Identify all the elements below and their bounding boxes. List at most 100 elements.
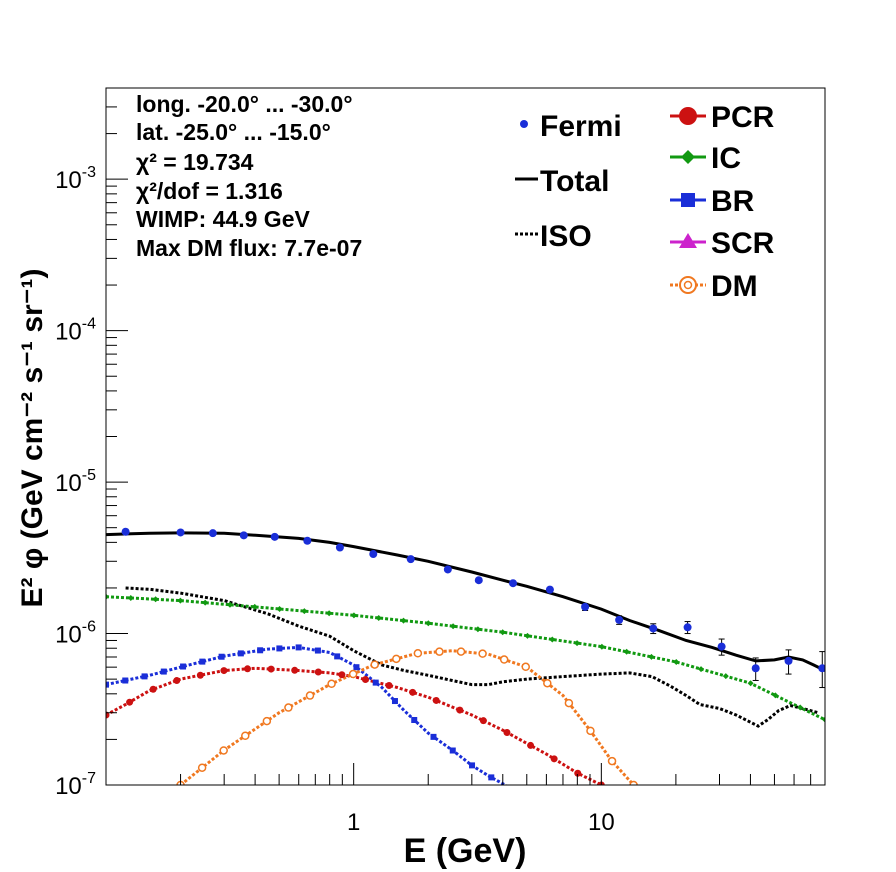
- dm-marker: [413, 649, 423, 658]
- y-tick-label: 10-6: [55, 619, 96, 649]
- ic-marker: [598, 643, 605, 650]
- ic-marker: [648, 653, 655, 660]
- fermi-point: [717, 642, 726, 651]
- dm-marker: [370, 660, 379, 669]
- pcr-marker: [196, 671, 204, 679]
- ic-marker: [698, 666, 705, 673]
- ic-marker: [673, 658, 680, 665]
- pcr-marker: [244, 665, 252, 673]
- pcr-marker: [550, 755, 558, 763]
- br-marker: [180, 663, 187, 670]
- axis-tick-labels: 1 10 10-7 10-6 10-5 10-4 10-3: [55, 164, 615, 836]
- fermi-point: [545, 585, 554, 594]
- dm-marker: [478, 649, 487, 658]
- dm-marker: [219, 746, 228, 755]
- br-marker: [160, 668, 167, 675]
- y-tick-label: 10-4: [55, 316, 96, 346]
- fermi-point: [474, 576, 483, 585]
- legend-pcr-marker: [679, 107, 697, 125]
- pcr-marker: [173, 677, 181, 685]
- ic-marker: [251, 603, 258, 610]
- br-marker: [122, 677, 129, 684]
- info-latitude: lat. -25.0° ... -15.0°: [136, 119, 331, 145]
- pcr-marker: [503, 729, 511, 737]
- y-axis-label: E² φ (GeV cm⁻² s⁻¹ sr⁻¹): [16, 268, 49, 607]
- dm-markers: [176, 647, 638, 785]
- fermi-points: [121, 527, 825, 689]
- dm-marker: [392, 654, 401, 664]
- pcr-marker: [149, 685, 157, 693]
- pcr-marker: [574, 769, 582, 777]
- pcr-marker: [314, 668, 322, 676]
- legend-scr-label: SCR: [711, 227, 775, 260]
- ic-line: [106, 595, 825, 722]
- fermi-point: [176, 528, 185, 537]
- info-box: long. -20.0° ... -30.0° lat. -25.0° ... …: [136, 91, 362, 261]
- dm-marker: [305, 691, 315, 700]
- ic-marker: [499, 629, 506, 636]
- legend-ic-label: IC: [711, 142, 741, 175]
- dm-marker: [241, 731, 250, 740]
- x-axis-label: E (GeV): [404, 832, 527, 870]
- br-marker: [106, 681, 109, 688]
- br-marker: [257, 647, 264, 654]
- legend-scr-marker: [679, 233, 697, 248]
- legend-dm-marker-inner: [683, 280, 693, 290]
- br-marker: [353, 664, 360, 671]
- br-marker: [237, 650, 244, 657]
- ic-marker: [177, 597, 184, 604]
- br-line: [106, 645, 508, 785]
- legend-ic-marker: [681, 150, 695, 164]
- iso-line: [125, 586, 819, 728]
- dm-marker: [197, 763, 207, 772]
- pcr-marker: [385, 681, 393, 689]
- br-marker: [430, 733, 437, 740]
- pcr-marker: [432, 696, 440, 704]
- fermi-point: [509, 579, 518, 588]
- dm-marker: [543, 678, 552, 688]
- ic-marker: [772, 692, 779, 699]
- ic-marker: [524, 632, 531, 639]
- br-marker: [391, 698, 398, 705]
- fermi-point: [581, 602, 590, 611]
- y-tick-label: 10-5: [55, 467, 96, 497]
- dm-marker: [499, 655, 509, 664]
- ic-marker: [797, 704, 804, 711]
- pcr-marker: [338, 671, 346, 679]
- axis-ticks: [105, 87, 826, 786]
- dm-marker: [456, 647, 466, 656]
- br-marker: [295, 644, 302, 651]
- dm-marker: [607, 756, 617, 766]
- dm-marker: [284, 703, 293, 712]
- fermi-point: [649, 624, 658, 633]
- legend-right: PCR IC BR SCR DM: [670, 101, 775, 303]
- pcr-marker: [220, 667, 228, 675]
- ic-marker: [425, 620, 432, 627]
- fermi-point: [615, 615, 624, 624]
- ic-marker: [747, 680, 754, 687]
- dm-marker: [586, 726, 595, 736]
- br-marker: [372, 679, 379, 686]
- ic-marker: [226, 601, 233, 608]
- br-marker: [141, 673, 148, 680]
- fermi-point: [751, 664, 760, 673]
- ic-marker: [106, 593, 109, 600]
- fermi-point: [369, 550, 378, 559]
- y-tick-label: 10-7: [55, 770, 96, 800]
- x-tick-label: 10: [588, 809, 615, 836]
- ic-marker: [375, 614, 382, 621]
- ic-marker: [450, 623, 457, 630]
- legend-iso-label: ISO: [540, 220, 592, 253]
- fermi-point: [303, 536, 312, 545]
- dm-marker: [629, 780, 638, 785]
- fermi-point: [818, 664, 825, 673]
- pcr-marker: [267, 665, 275, 673]
- ic-marker: [623, 648, 630, 655]
- br-marker: [334, 653, 341, 660]
- pcr-marker: [126, 698, 134, 706]
- ic-marker: [301, 608, 308, 615]
- br-marker: [469, 762, 476, 769]
- dm-marker: [521, 662, 530, 672]
- legend-dm-marker: [679, 276, 697, 294]
